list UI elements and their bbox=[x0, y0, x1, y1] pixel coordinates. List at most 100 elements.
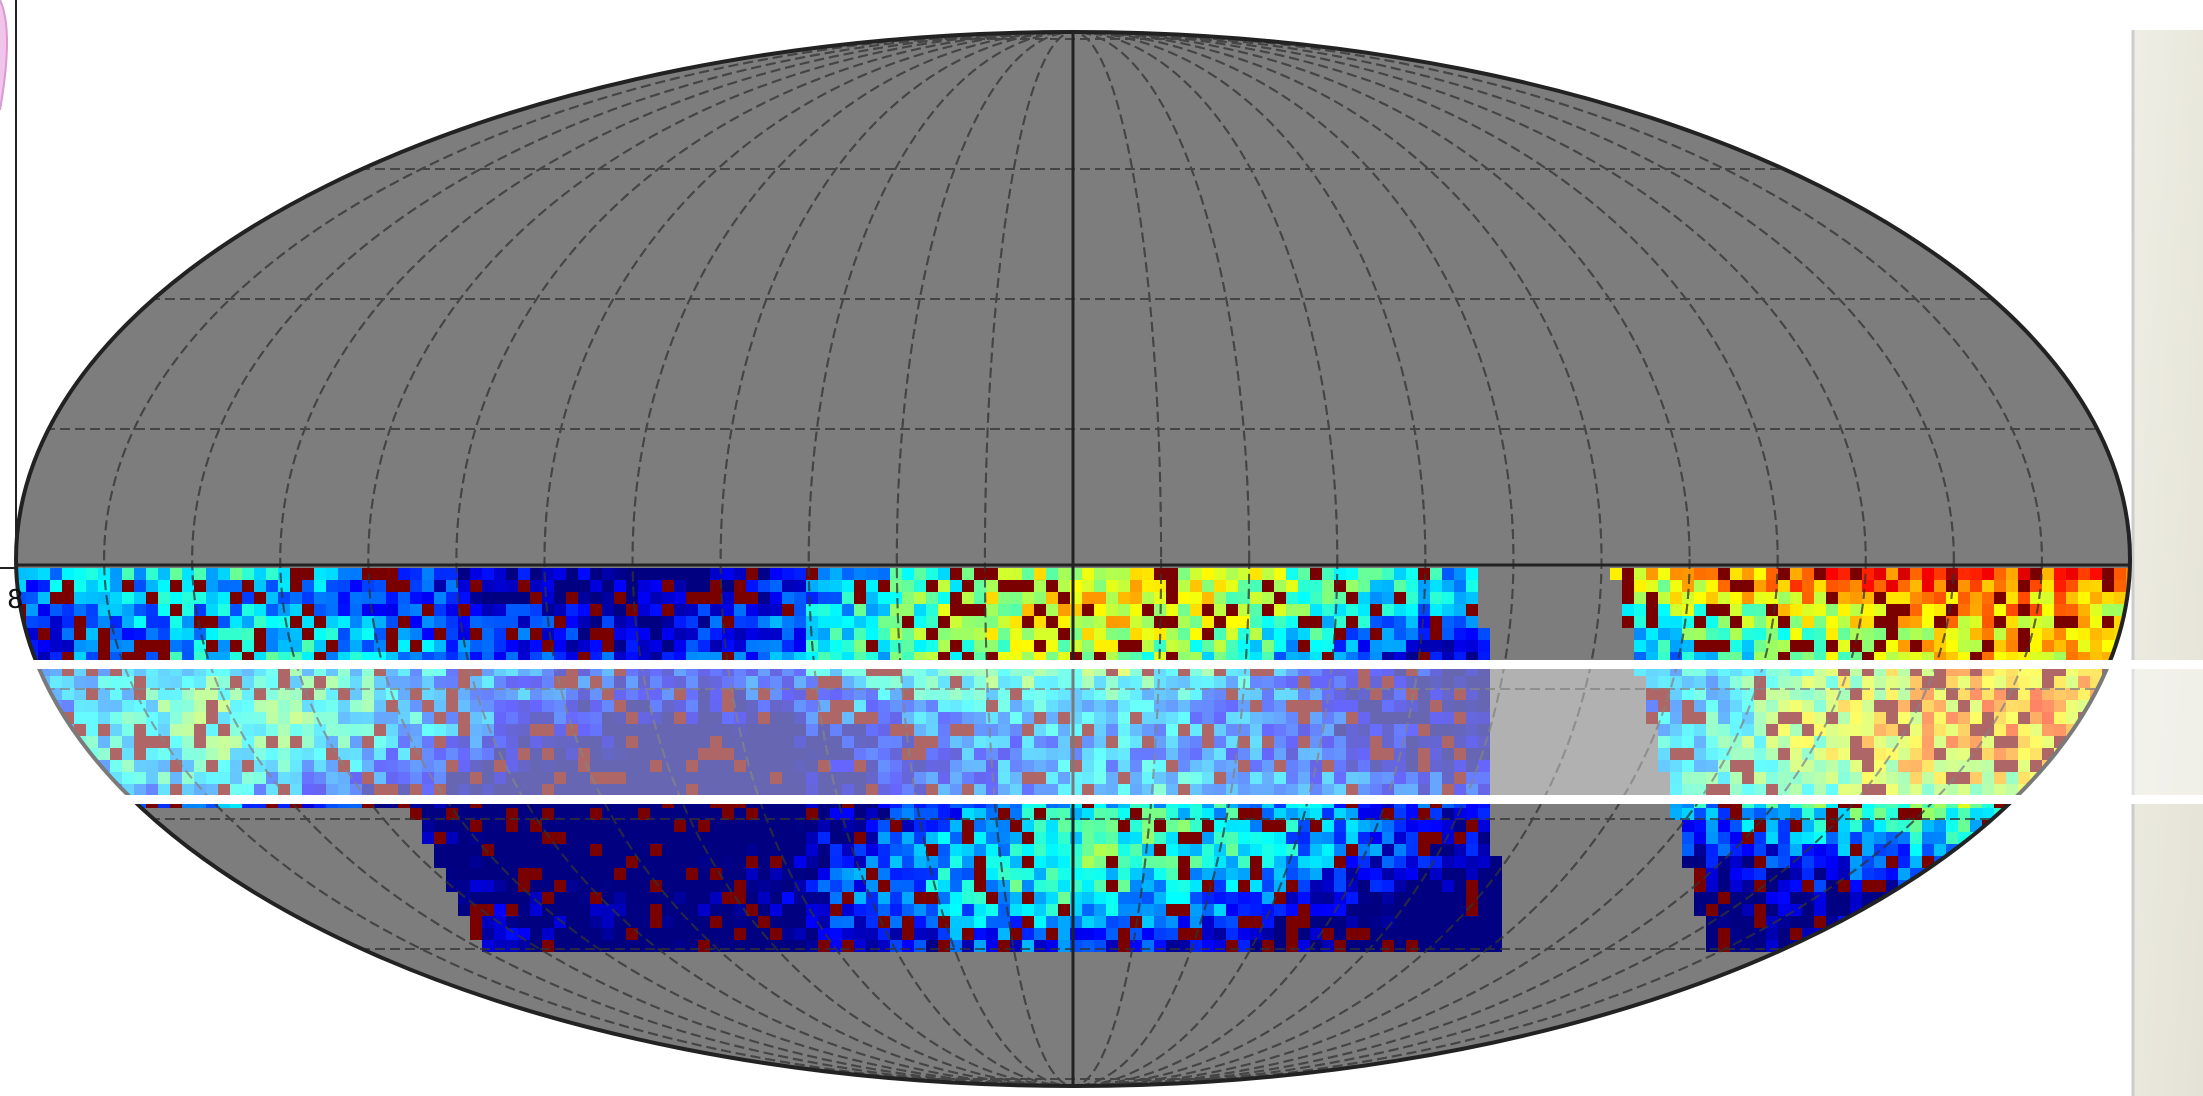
map-pixel bbox=[650, 916, 662, 928]
map-pixel bbox=[1850, 928, 1862, 940]
map-pixel bbox=[2018, 856, 2030, 868]
map-pixel bbox=[290, 580, 302, 592]
map-pixel bbox=[1466, 832, 1478, 844]
map-pixel bbox=[26, 616, 38, 628]
map-pixel bbox=[1730, 880, 1742, 892]
map-pixel bbox=[1934, 904, 1946, 916]
map-pixel bbox=[1886, 940, 1898, 952]
map-pixel bbox=[2054, 940, 2066, 952]
map-pixel bbox=[2078, 880, 2090, 892]
map-pixel bbox=[1130, 580, 1142, 592]
map-pixel bbox=[1478, 916, 1490, 928]
map-pixel bbox=[674, 832, 686, 844]
map-pixel bbox=[1202, 844, 1214, 856]
map-pixel bbox=[626, 904, 638, 916]
map-pixel bbox=[674, 568, 686, 580]
map-pixel bbox=[1202, 628, 1214, 640]
map-pixel bbox=[794, 568, 806, 580]
map-pixel bbox=[1286, 916, 1298, 928]
map-pixel bbox=[2018, 820, 2030, 832]
map-pixel bbox=[86, 640, 98, 652]
map-pixel bbox=[1778, 604, 1790, 616]
map-pixel bbox=[878, 616, 890, 628]
map-pixel bbox=[470, 820, 482, 832]
map-pixel bbox=[1718, 568, 1730, 580]
map-pixel bbox=[1346, 844, 1358, 856]
map-pixel bbox=[1118, 640, 1130, 652]
map-pixel bbox=[1814, 940, 1826, 952]
map-pixel bbox=[914, 892, 926, 904]
map-pixel bbox=[26, 604, 38, 616]
map-pixel bbox=[1790, 640, 1802, 652]
map-pixel bbox=[1922, 604, 1934, 616]
map-pixel bbox=[950, 604, 962, 616]
map-pixel bbox=[1802, 592, 1814, 604]
map-pixel bbox=[1706, 820, 1718, 832]
map-pixel bbox=[914, 616, 926, 628]
map-pixel bbox=[1082, 892, 1094, 904]
map-pixel bbox=[1874, 832, 1886, 844]
map-pixel bbox=[1394, 844, 1406, 856]
map-pixel bbox=[1202, 820, 1214, 832]
map-pixel bbox=[1010, 820, 1022, 832]
map-pixel bbox=[530, 616, 542, 628]
map-pixel bbox=[1418, 880, 1430, 892]
map-pixel bbox=[1010, 868, 1022, 880]
map-pixel bbox=[1778, 892, 1790, 904]
map-pixel bbox=[1718, 604, 1730, 616]
map-pixel bbox=[974, 868, 986, 880]
map-pixel bbox=[326, 604, 338, 616]
map-pixel bbox=[2042, 856, 2054, 868]
map-pixel bbox=[182, 628, 194, 640]
map-pixel bbox=[1706, 616, 1718, 628]
map-pixel bbox=[1046, 592, 1058, 604]
map-pixel bbox=[1334, 880, 1346, 892]
map-pixel bbox=[1838, 856, 1850, 868]
map-pixel bbox=[1730, 928, 1742, 940]
map-pixel bbox=[806, 592, 818, 604]
map-pixel bbox=[1238, 844, 1250, 856]
map-pixel bbox=[902, 604, 914, 616]
map-pixel bbox=[1766, 832, 1778, 844]
map-pixel bbox=[638, 844, 650, 856]
map-pixel bbox=[1190, 640, 1202, 652]
map-pixel bbox=[614, 640, 626, 652]
map-pixel bbox=[1322, 592, 1334, 604]
map-pixel bbox=[2006, 892, 2018, 904]
map-pixel bbox=[1202, 568, 1214, 580]
map-pixel bbox=[1910, 916, 1922, 928]
map-pixel bbox=[2006, 880, 2018, 892]
map-pixel bbox=[86, 592, 98, 604]
map-pixel bbox=[1418, 904, 1430, 916]
map-pixel bbox=[458, 592, 470, 604]
map-pixel bbox=[446, 856, 458, 868]
map-pixel bbox=[2114, 844, 2126, 856]
map-pixel bbox=[1058, 880, 1070, 892]
map-pixel bbox=[1718, 628, 1730, 640]
map-pixel bbox=[1094, 928, 1106, 940]
map-pixel bbox=[494, 880, 506, 892]
map-pixel bbox=[1430, 580, 1442, 592]
map-pixel bbox=[1394, 640, 1406, 652]
map-pixel bbox=[1718, 844, 1730, 856]
map-pixel bbox=[1250, 604, 1262, 616]
map-pixel bbox=[518, 856, 530, 868]
map-pixel bbox=[1262, 868, 1274, 880]
map-pixel bbox=[2114, 928, 2126, 940]
map-pixel bbox=[1442, 880, 1454, 892]
map-pixel bbox=[1274, 628, 1286, 640]
map-pixel bbox=[422, 628, 434, 640]
map-pixel bbox=[1898, 604, 1910, 616]
map-pixel bbox=[530, 592, 542, 604]
map-pixel bbox=[398, 628, 410, 640]
map-pixel bbox=[1058, 832, 1070, 844]
map-pixel bbox=[1730, 628, 1742, 640]
map-pixel bbox=[1298, 832, 1310, 844]
map-pixel bbox=[1766, 940, 1778, 952]
map-pixel bbox=[1238, 940, 1250, 952]
map-pixel bbox=[1382, 604, 1394, 616]
map-pixel bbox=[1454, 940, 1466, 952]
map-pixel bbox=[482, 592, 494, 604]
map-pixel bbox=[530, 916, 542, 928]
map-pixel bbox=[1946, 640, 1958, 652]
